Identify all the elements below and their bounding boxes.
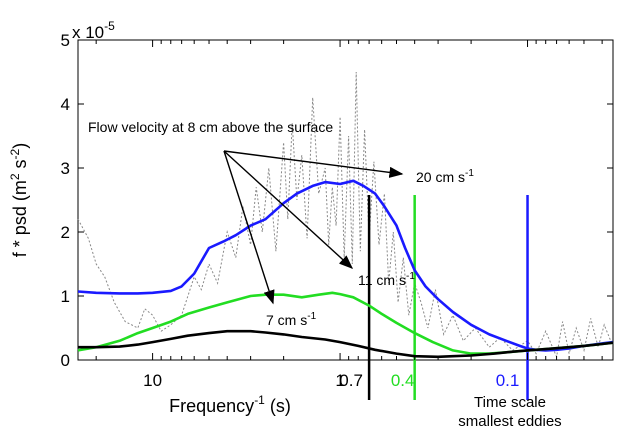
y-multiplier-exp: -5 <box>104 19 115 33</box>
x-tick-label-0: 10 <box>143 371 162 390</box>
series-layer <box>77 179 614 359</box>
label-7cms: 7 cm s-1 <box>266 311 317 328</box>
time-scale-caption-2: smallest eddies <box>458 413 561 430</box>
y-multiplier-base: x 10 <box>72 23 104 42</box>
x-label-sup: -1 <box>254 393 265 407</box>
raw-spectrum-line <box>77 71 612 359</box>
y-tick-label-3: 3 <box>61 159 70 178</box>
x-label-unit: (s) <box>265 396 291 416</box>
label-20cms-text: 20 cm s <box>416 169 465 185</box>
y-tick-label-5: 5 <box>61 31 70 50</box>
y-label-a: f * psd (m <box>10 180 30 257</box>
label-20cms: 20 cm s-1 <box>416 168 474 185</box>
series-line-2 <box>78 329 614 359</box>
y-tick-label-4: 4 <box>61 95 70 114</box>
y-tick-label-1: 1 <box>61 287 70 306</box>
x-tick-label-3: 0.4 <box>391 371 415 390</box>
y-tick-label-2: 2 <box>61 223 70 242</box>
flow-velocity-annotation: Flow velocity at 8 cm above the surface <box>88 119 333 135</box>
x-label-a: Frequency <box>169 396 254 416</box>
raw-spectrum-layer <box>77 71 612 359</box>
plot-frame <box>77 39 614 361</box>
x-axis-label: Frequency-1 (s) <box>169 393 291 416</box>
y-label-sup2: -2 <box>8 148 22 159</box>
arrow-to-11 <box>223 150 354 269</box>
x-tick-label-4: 0.1 <box>496 371 520 390</box>
x-tick-label-2: 0.7 <box>339 371 363 390</box>
label-11cms-sup: -1 <box>406 271 415 282</box>
label-20cms-sup: -1 <box>465 168 474 179</box>
arrow-to-7 <box>223 150 275 305</box>
label-11cms-text: 11 cm s <box>358 272 406 288</box>
y-label-sup1: 2 <box>8 173 22 180</box>
x-tick-label-1: 1 <box>335 371 344 390</box>
y-label-end: ) <box>10 143 30 149</box>
y-tick-label-0: 0 <box>61 351 70 370</box>
y-multiplier-label: x 10-5 <box>72 19 115 42</box>
label-7cms-sup: -1 <box>307 311 316 322</box>
y-axis-label: f * psd (m2 s-2) <box>8 143 30 257</box>
y-label-mid: s <box>10 159 30 173</box>
label-7cms-text: 7 cm s <box>266 312 307 328</box>
arrow-to-20 <box>223 150 404 178</box>
time-scale-lines <box>367 195 529 400</box>
label-11cms: 11 cm s-1 <box>358 271 415 288</box>
time-scale-caption-1: Time scale <box>474 394 546 411</box>
